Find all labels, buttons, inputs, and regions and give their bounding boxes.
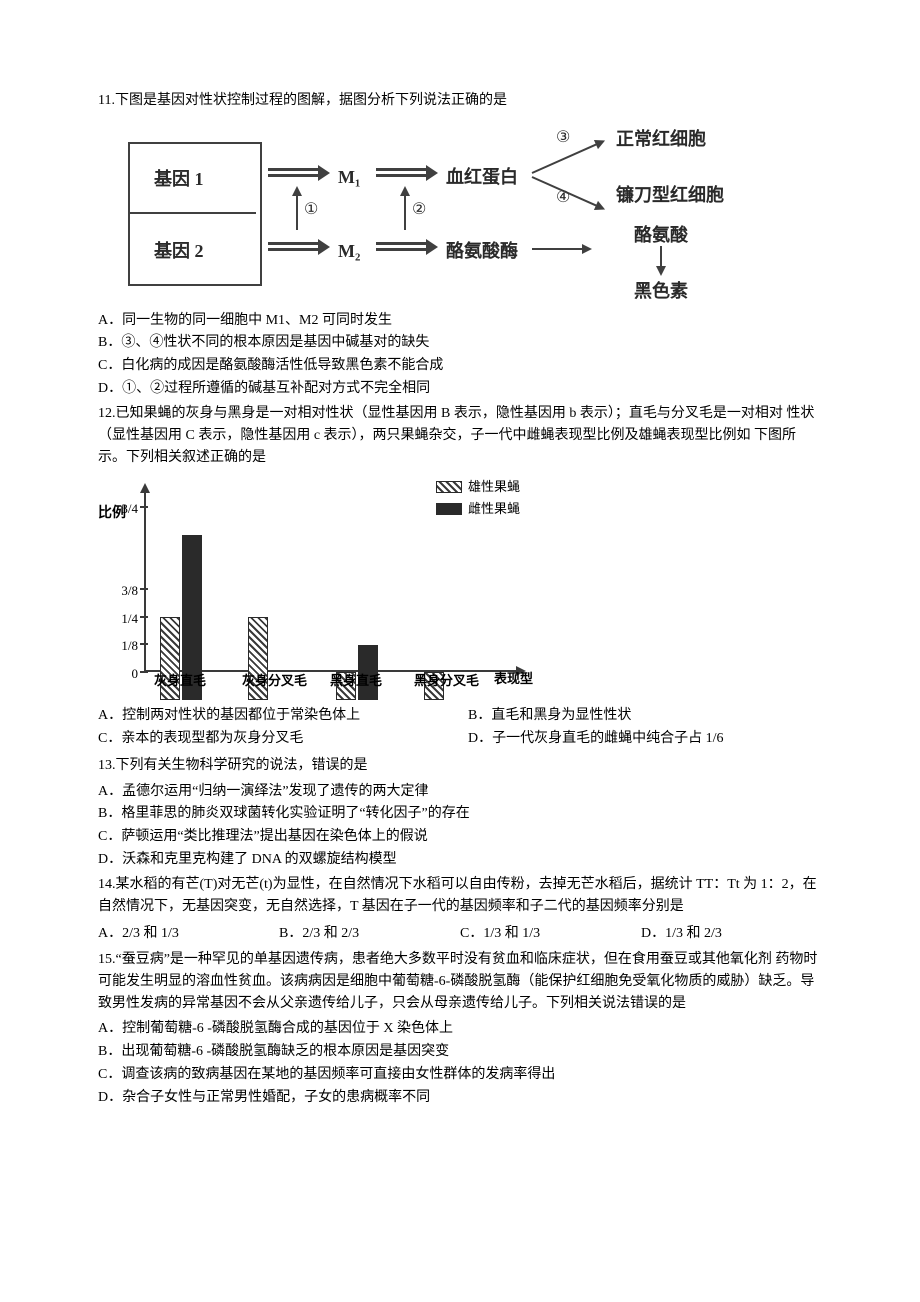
category-label: 灰身直毛 — [154, 671, 206, 691]
category-label: 黑身分叉毛 — [414, 671, 479, 691]
q13-stem: 13.下列有关生物科学研究的说法，错误的是 — [98, 755, 822, 777]
q13-A: A．孟德尔运用“归纳一演绎法”发现了遗传的两大定律 — [98, 781, 822, 803]
legend-female: 雌性果蝇 — [436, 499, 520, 519]
normal-rbc-label: 正常红细胞 — [616, 126, 706, 154]
q15-D: D．杂合子女性与正常男性婚配，子女的患病概率不同 — [98, 1087, 822, 1109]
q11-A: A．同一生物的同一细胞中 M1、M2 可同时发生 — [98, 310, 822, 332]
q14-D: D．1/3 和 2/3 — [641, 923, 822, 945]
circ3: ③ — [556, 126, 570, 151]
q13-C: C．萨顿运用“类比推理法”提出基因在染色体上的假说 — [98, 826, 822, 848]
q15-options: A．控制葡萄糖-6 -磷酸脱氢酶合成的基因位于 X 染色体上 B．出现葡萄糖-6… — [98, 1018, 822, 1108]
m2-label: M₂ — [338, 238, 360, 266]
q15-B: B．出现葡萄糖-6 -磷酸脱氢酶缺乏的根本原因是基因突变 — [98, 1041, 822, 1063]
q12-chart: 雄性果蝇 雌性果蝇 比例 表现型 3/43/81/41/80灰身直毛灰身分叉毛黑… — [98, 475, 528, 700]
x-axis-label: 表现型 — [494, 669, 533, 689]
arrow-tyr-enz — [532, 248, 590, 250]
y-tick-label: 1/8 — [110, 636, 138, 656]
q15-A: A．控制葡萄糖-6 -磷酸脱氢酶合成的基因位于 X 染色体上 — [98, 1018, 822, 1040]
exam-page: 11.下图是基因对性状控制过程的图解，据图分析下列说法正确的是 基因 1 基因 … — [0, 0, 920, 1152]
arrow-gene2-m2 — [268, 242, 328, 252]
y-tick — [140, 588, 148, 590]
q15-C: C．调查该病的致病基因在某地的基因频率可直接由女性群体的发病率得出 — [98, 1064, 822, 1086]
m1-label: M₁ — [338, 164, 360, 192]
y-tick-label: 1/4 — [110, 609, 138, 629]
q12-stem: 12.已知果蝇的灰身与黑身是一对相对性状（显性基因用 B 表示，隐性基因用 b … — [98, 403, 822, 468]
y-tick-label: 3/8 — [110, 581, 138, 601]
chart-legend: 雄性果蝇 雌性果蝇 — [436, 475, 520, 521]
legend-male-label: 雄性果蝇 — [468, 477, 520, 497]
q12-options: A．控制两对性状的基因都位于常染色体上 B．直毛和黑身为显性性状 C．亲本的表现… — [98, 704, 822, 751]
y-tick — [140, 506, 148, 508]
gene-divider — [130, 212, 256, 214]
q14-stem: 14.某水稻的有芒(T)对无芒(t)为显性，在自然情况下水稻可以自由传粉，去掉无… — [98, 874, 822, 917]
y-tick — [140, 671, 148, 673]
arrow-gene1-m1 — [268, 168, 328, 178]
q12-C: C．亲本的表现型都为灰身分叉毛 — [98, 728, 468, 750]
gene2-label: 基因 2 — [154, 238, 204, 266]
q12-A: A．控制两对性状的基因都位于常染色体上 — [98, 705, 468, 727]
circ2: ② — [412, 198, 426, 223]
circ4: ④ — [556, 186, 570, 211]
category-label: 黑身直毛 — [330, 671, 382, 691]
y-tick — [140, 616, 148, 618]
q14-options: A．2/3 和 1/3 B．2/3 和 2/3 C．1/3 和 1/3 D．1/… — [98, 922, 822, 946]
gene1-label: 基因 1 — [154, 166, 204, 194]
q11-D: D．①、②过程所遵循的碱基互补配对方式不完全相同 — [98, 378, 822, 400]
q11-options: A．同一生物的同一细胞中 M1、M2 可同时发生 B．③、④性状不同的根本原因是… — [98, 310, 822, 400]
q11-C: C．白化病的成因是酪氨酸酶活性低导致黑色素不能合成 — [98, 355, 822, 377]
arrow-m1-hb — [376, 168, 436, 178]
hemoglobin-label: 血红蛋白 — [446, 164, 518, 192]
category-label: 灰身分叉毛 — [242, 671, 307, 691]
circ1: ① — [304, 198, 318, 223]
q13-D: D．沃森和克里克构建了 DNA 的双螺旋结构模型 — [98, 849, 822, 871]
arrow-up-2 — [404, 188, 406, 230]
y-tick — [140, 643, 148, 645]
legend-swatch-male — [436, 481, 462, 493]
q13-B: B．格里菲思的肺炎双球菌转化实验证明了“转化因子”的存在 — [98, 803, 822, 825]
q13-options: A．孟德尔运用“归纳一演绎法”发现了遗传的两大定律 B．格里菲思的肺炎双球菌转化… — [98, 781, 822, 871]
legend-swatch-female — [436, 503, 462, 515]
q12-B: B．直毛和黑身为显性性状 — [468, 705, 631, 727]
legend-male: 雄性果蝇 — [436, 477, 520, 497]
q14-A: A．2/3 和 1/3 — [98, 923, 279, 945]
q14-B: B．2/3 和 2/3 — [279, 923, 460, 945]
q11-stem: 11.下图是基因对性状控制过程的图解，据图分析下列说法正确的是 — [98, 90, 822, 112]
q12-D: D．子一代灰身直毛的雌蝇中纯合子占 1/6 — [468, 728, 724, 750]
legend-female-label: 雌性果蝇 — [468, 499, 520, 519]
arrow-down-melanin — [660, 246, 662, 274]
q11-diagram: 基因 1 基因 2 M₁ 血红蛋白 ③ ④ 正常红细胞 镰刀型红细胞 M₂ 酪氨… — [128, 122, 748, 302]
sickle-rbc-label: 镰刀型红细胞 — [616, 182, 724, 210]
q15-stem: 15.“蚕豆病”是一种罕见的单基因遗传病，患者绝大多数平时没有贫血和临床症状，但… — [98, 949, 822, 1014]
melanin-label: 黑色素 — [634, 278, 688, 306]
q14-C: C．1/3 和 1/3 — [460, 923, 641, 945]
y-tick-label: 3/4 — [110, 499, 138, 519]
q11-B: B．③、④性状不同的根本原因是基因中碱基对的缺失 — [98, 332, 822, 354]
tyrosinase-label: 酪氨酸酶 — [446, 238, 518, 266]
arrow-m2-tyr — [376, 242, 436, 252]
arrow-up-1 — [296, 188, 298, 230]
y-tick-label: 0 — [110, 664, 138, 684]
